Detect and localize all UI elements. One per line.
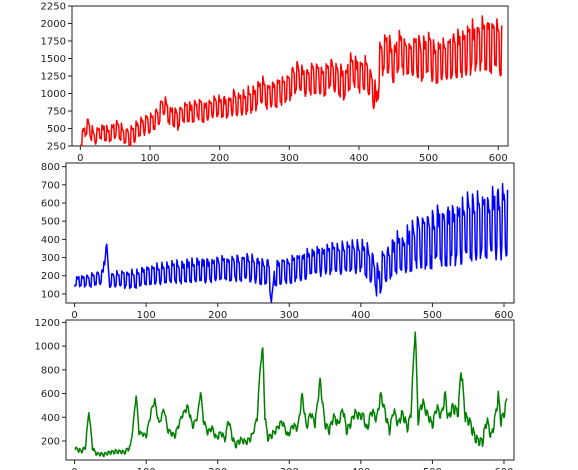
x-tick-label: 600 — [494, 310, 513, 321]
y-tick-label: 200 — [41, 437, 60, 448]
y-tick-label: 500 — [47, 124, 66, 135]
y-tick-label: 1500 — [41, 54, 66, 65]
y-tick-label: 1750 — [41, 37, 66, 48]
x-tick-label: 0 — [71, 467, 77, 470]
subplot-2: 0 100 200 300 400 500 600 100 200 300 400 500 600 700… — [41, 162, 515, 321]
y-tick-label: 300 — [41, 253, 60, 264]
y-tick-label: 1200 — [35, 318, 60, 329]
x-tick-label: 500 — [423, 467, 442, 470]
y-tick-label: 1000 — [35, 342, 60, 353]
x-tick-label: 400 — [351, 467, 370, 470]
x-tick-label: 300 — [280, 153, 299, 164]
y-tick-label: 1000 — [41, 89, 66, 100]
y-tick-label: 1250 — [41, 72, 66, 83]
x-tick-label: 0 — [71, 310, 77, 321]
x-tick-label: 200 — [208, 310, 227, 321]
y-tick-label: 700 — [41, 180, 60, 191]
y-tick-label: 250 — [47, 142, 66, 153]
series-line-1 — [74, 331, 508, 458]
x-tick-label: 100 — [140, 153, 159, 164]
y-tick-label: 800 — [41, 162, 60, 173]
y-tick-label: 400 — [41, 413, 60, 424]
x-tick-label: 200 — [208, 467, 227, 470]
series-line-1 — [79, 15, 503, 147]
x-tick-label: 400 — [349, 153, 368, 164]
x-tick-label: 500 — [423, 310, 442, 321]
y-tick-label: 2250 — [41, 2, 66, 13]
y-tick-label: 200 — [41, 271, 60, 282]
axes-frame — [65, 319, 515, 461]
subplot-1: 0 100 200 300 400 500 600 250 500 750 1000 1250 1500… — [41, 2, 509, 164]
subplot-3: 0 100 200 300 400 500 600 200 400 600 800 1000 1200 — [35, 318, 515, 470]
x-tick-label: 600 — [489, 153, 508, 164]
y-tick-label: 600 — [41, 389, 60, 400]
x-tick-label: 500 — [419, 153, 438, 164]
x-tick-label: 0 — [77, 153, 83, 164]
series-line-1 — [73, 182, 509, 303]
axes-frame — [65, 162, 515, 304]
x-tick-label: 200 — [210, 153, 229, 164]
x-tick-label: 300 — [280, 467, 299, 470]
x-tick-label: 300 — [280, 310, 299, 321]
y-tick-label: 100 — [41, 289, 60, 300]
x-tick-label: 600 — [494, 467, 513, 470]
y-tick-label: 750 — [47, 107, 66, 118]
y-tick-label: 800 — [41, 365, 60, 376]
x-tick-label: 100 — [137, 310, 156, 321]
y-tick-label: 2000 — [41, 19, 66, 30]
x-tick-label: 100 — [137, 467, 156, 470]
y-tick-label: 500 — [41, 217, 60, 228]
y-tick-label: 600 — [41, 199, 60, 210]
y-tick-label: 400 — [41, 235, 60, 246]
x-tick-label: 400 — [351, 310, 370, 321]
